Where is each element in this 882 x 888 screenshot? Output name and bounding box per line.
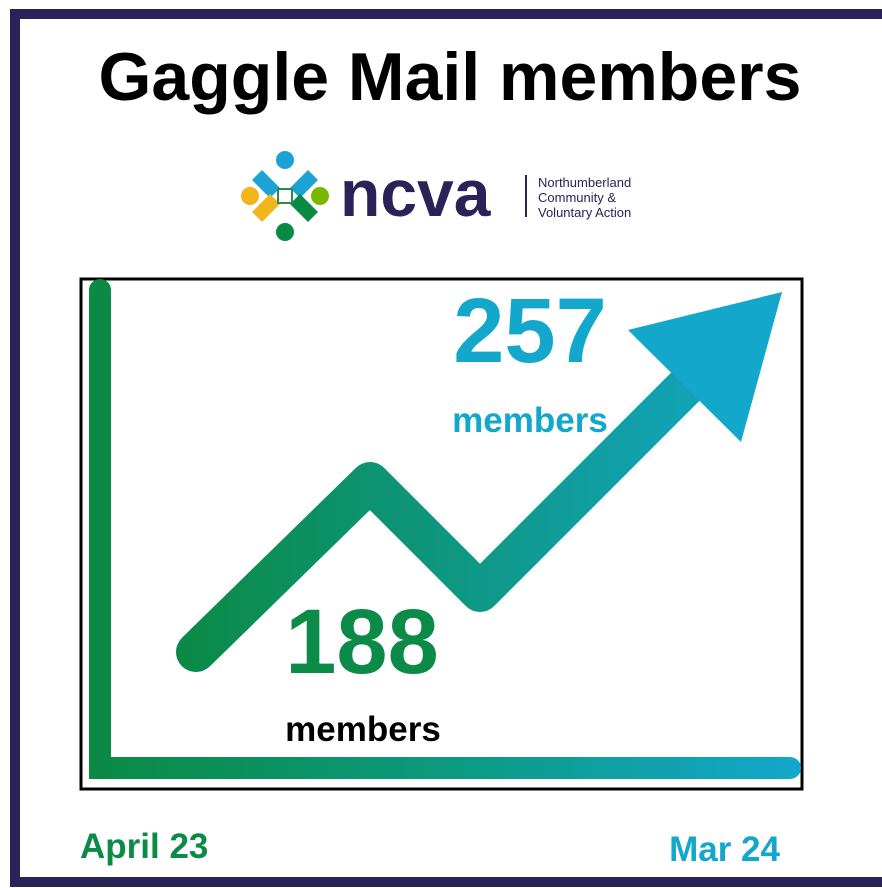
start-unit: members — [285, 710, 441, 749]
logo-tagline: Community & — [538, 190, 616, 205]
frame — [10, 9, 882, 887]
logo: ncva Northumberland Community & Voluntar… — [241, 151, 631, 241]
axis — [89, 279, 801, 779]
end-date: Mar 24 — [669, 830, 780, 869]
end-value: 257 — [453, 280, 607, 382]
logo-tagline: Voluntary Action — [538, 205, 631, 220]
logo-tagline: Northumberland — [538, 175, 631, 190]
start-value: 188 — [285, 591, 439, 693]
logo-name: ncva — [340, 156, 492, 230]
trend-arrow — [176, 362, 710, 672]
start-date: April 23 — [80, 827, 208, 866]
logo-icon — [241, 151, 329, 241]
title: Gaggle Mail members — [99, 39, 802, 115]
arrow-head — [628, 292, 782, 442]
end-unit: members — [452, 401, 608, 440]
